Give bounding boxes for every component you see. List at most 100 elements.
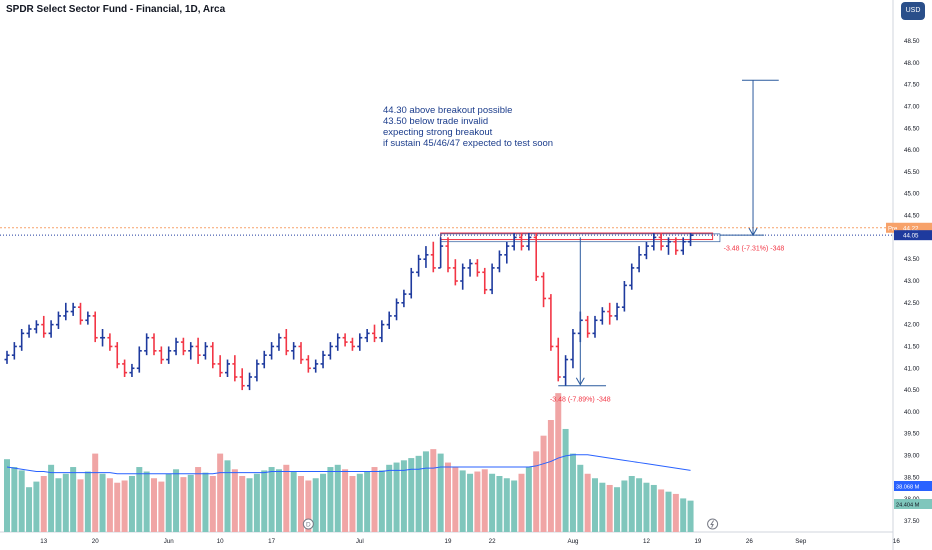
ohlc-bar [11, 342, 17, 360]
ohlc-bar [496, 250, 502, 273]
volume-bar [11, 467, 18, 532]
volume-bar [283, 464, 290, 532]
volume-bar [4, 459, 10, 532]
time-tick-label: 26 [746, 538, 753, 545]
ohlc-bar [298, 342, 304, 364]
pre-price-tag [886, 222, 932, 233]
ohlc-bar [78, 302, 83, 325]
volume-bar [217, 453, 224, 532]
volume-bar [459, 470, 466, 532]
price-tick-label: 48.50 [904, 38, 920, 45]
ohlc-bar [533, 233, 539, 281]
volume-bar [84, 471, 91, 532]
ohlc-bar [305, 355, 311, 373]
price-tick-label: 48.00 [904, 60, 920, 67]
target-measure-label: -3.48 (-7.31%) -348 [724, 245, 785, 252]
volume-bar [437, 453, 444, 532]
ohlc-bar [379, 320, 385, 343]
price-tick-label: 40.00 [904, 409, 920, 416]
ohlc-bar [247, 372, 253, 391]
currency-badge[interactable]: USD [901, 2, 925, 20]
price-tick-label: 45.00 [904, 191, 920, 198]
volume-bar [342, 469, 349, 532]
price-tick-label: 39.00 [904, 453, 920, 460]
volume-bar [151, 478, 157, 532]
volume-bar [621, 480, 628, 532]
time-tick-label: 16 [893, 538, 900, 545]
time-tick-label: 10 [217, 538, 224, 545]
dividend-marker [302, 518, 314, 530]
volume-ma-tag-value: 24.404 M [896, 503, 920, 509]
volume-bar [62, 473, 69, 532]
volume-bar [467, 473, 474, 532]
ohlc-bar [107, 333, 113, 351]
price-tick-label: 46.50 [904, 125, 920, 132]
volume-bar [114, 482, 121, 532]
volume-bar [48, 464, 55, 532]
ohlc-bar [599, 307, 605, 325]
volume-bar [106, 478, 113, 532]
price-tick-label: 42.00 [904, 322, 920, 329]
time-tick-label: 17 [268, 538, 275, 545]
volume-bar [672, 493, 679, 532]
price-tick-label: 45.50 [904, 169, 920, 176]
volume-bar [562, 428, 569, 532]
ohlc-bar [41, 315, 47, 338]
volume-bar [400, 460, 407, 532]
volume-bar [533, 451, 540, 532]
volume-bar [239, 476, 246, 532]
ohlc-bar [482, 267, 488, 295]
volume-bar [408, 458, 415, 532]
ohlc-bar [283, 329, 289, 356]
volume-bar [246, 478, 253, 532]
drop-measure-label: -3.48 (-7.89%) -348 [550, 397, 611, 404]
ohlc-bar [570, 329, 576, 369]
ohlc-bar [4, 350, 10, 364]
ohlc-bar [364, 329, 370, 343]
ohlc-bar [658, 233, 664, 251]
ohlc-bar [195, 337, 201, 364]
price-tick-label: 43.00 [904, 278, 920, 285]
volume-bar [99, 473, 106, 532]
ohlc-bar [225, 359, 230, 377]
pre-tag-label: Pre [888, 226, 898, 232]
volume-bar [158, 481, 165, 532]
volume-bar [55, 478, 62, 532]
volume-bar [577, 464, 584, 532]
ohlc-bar [92, 311, 98, 343]
volume-bar [518, 473, 525, 532]
time-tick-label: 12 [643, 538, 650, 545]
ohlc-bar [401, 289, 407, 308]
ohlc-bar [122, 359, 128, 377]
volume-ma-line [6, 454, 691, 475]
volume-bar [614, 487, 621, 532]
ohlc-bar [592, 315, 598, 338]
ohlc-bar [313, 359, 319, 373]
volume-bar [136, 467, 143, 532]
volume-bar [636, 478, 643, 532]
volume-bar [290, 471, 297, 532]
price-tick-label: 40.50 [904, 387, 920, 394]
ohlc-bar [100, 329, 106, 347]
volume-bar [298, 476, 304, 532]
volume-bar [599, 482, 606, 532]
volume-bar [92, 453, 99, 532]
ohlc-bar [621, 281, 627, 312]
volume-bar [18, 470, 25, 532]
ohlc-bar [416, 254, 422, 277]
trade-note: 44.30 above breakout possible 43.50 belo… [383, 105, 553, 149]
ohlc-bar [394, 298, 400, 321]
note-line: 44.30 above breakout possible [383, 105, 513, 116]
ohlc-bar [445, 237, 451, 273]
ohlc-bar [673, 237, 679, 255]
ohlc-bar [643, 241, 649, 260]
price-tick-label: 41.00 [904, 365, 920, 372]
volume-bar [430, 449, 437, 532]
volume-bar [70, 467, 77, 532]
chart-title: SPDR Select Sector Fund - Financial, 1D,… [6, 4, 226, 15]
volume-bar [253, 473, 260, 532]
volume-bar [555, 393, 562, 532]
drop-arrow-head [575, 377, 585, 386]
volume-bar [327, 467, 334, 532]
